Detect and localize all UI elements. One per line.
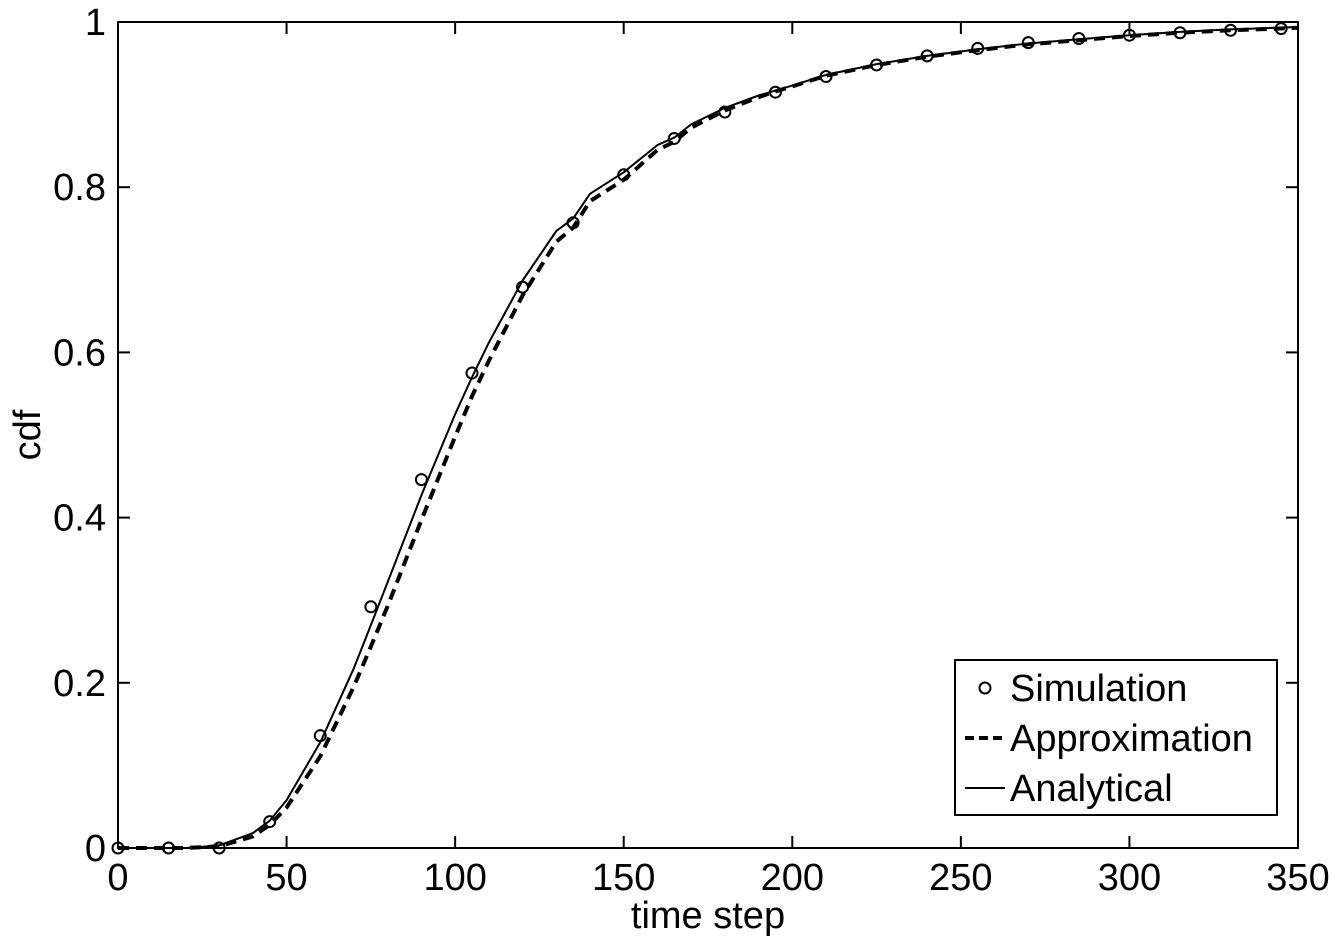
y-tick-label: 0.2: [53, 663, 106, 705]
legend: Simulation Approximation Analytical: [954, 659, 1278, 816]
y-tick-label: 0.4: [53, 498, 106, 540]
x-tick-label: 50: [265, 857, 307, 899]
series-layer: [111, 22, 1299, 855]
labels-layer: 0 50 100 150 200 250 300 350 0 0.2 0.4 0.6 0.8 1: [53, 2, 1330, 899]
x-tick-label: 0: [107, 857, 128, 899]
x-tick-label: 300: [1098, 857, 1161, 899]
x-tick-label: 250: [929, 857, 992, 899]
legend-simulation-marker: [978, 681, 992, 695]
plot-area-frame: [117, 21, 1299, 849]
x-tick-label: 200: [761, 857, 824, 899]
simulation-point: [718, 105, 732, 119]
simulation-point: [364, 600, 378, 614]
legend-label: Analytical: [1010, 768, 1173, 810]
legend-label: Approximation: [1010, 718, 1253, 760]
approximation-line: [118, 25, 1299, 850]
legend-items: Simulation Approximation Analytical: [965, 668, 1253, 810]
x-tick-label: 150: [592, 857, 655, 899]
y-tick-label: 0: [85, 828, 106, 870]
y-tick-label: 0.6: [53, 332, 106, 374]
analytical-line: [118, 26, 1299, 849]
legend-label: Simulation: [1010, 668, 1187, 710]
x-tick-label: 350: [1266, 857, 1329, 899]
y-axis-title: cdf: [7, 409, 49, 460]
y-tick-label: 0.8: [53, 167, 106, 209]
legend-box: [954, 659, 1278, 816]
ticks-layer: [117, 21, 1299, 849]
y-tick-label: 1: [85, 2, 106, 44]
x-tick-label: 100: [423, 857, 486, 899]
x-axis-title: time step: [631, 895, 785, 937]
